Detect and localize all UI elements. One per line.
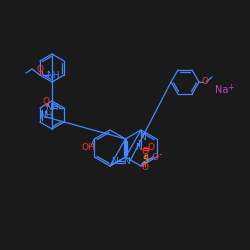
Text: N: N [112, 156, 118, 166]
Text: OH: OH [82, 142, 95, 152]
Text: N: N [124, 156, 130, 166]
Text: +: + [228, 82, 234, 92]
Text: -: - [158, 149, 162, 159]
Text: O: O [202, 78, 208, 86]
Text: S: S [142, 155, 148, 165]
Text: NH: NH [46, 104, 59, 112]
Text: O: O [152, 152, 158, 162]
Text: NH: NH [46, 70, 60, 80]
Text: Na: Na [215, 85, 229, 95]
Text: O: O [36, 64, 44, 74]
Text: O: O [142, 148, 148, 156]
Text: N: N [136, 144, 142, 152]
Text: O: O [42, 96, 50, 106]
Text: O: O [148, 144, 154, 152]
Text: O: O [142, 164, 148, 172]
Text: N: N [140, 134, 146, 142]
Text: NH: NH [39, 112, 53, 120]
